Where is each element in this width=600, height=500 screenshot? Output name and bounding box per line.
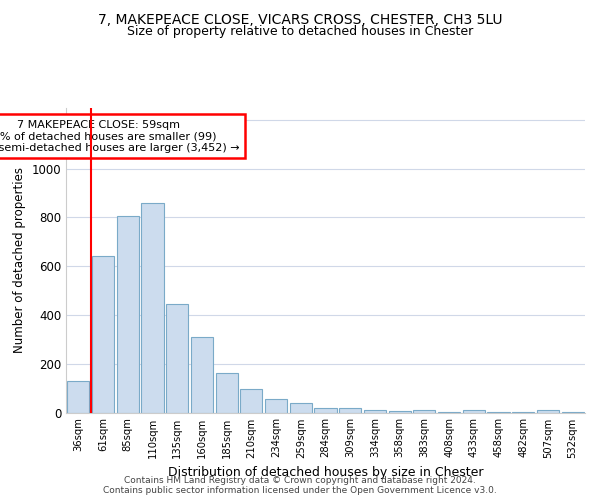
Bar <box>215 374 238 412</box>
Bar <box>537 410 559 412</box>
Text: Size of property relative to detached houses in Chester: Size of property relative to detached ho… <box>127 25 473 38</box>
Bar <box>240 390 262 412</box>
Bar <box>463 410 485 412</box>
Bar <box>265 399 287 412</box>
Bar <box>142 202 164 412</box>
Text: 7 MAKEPEACE CLOSE: 59sqm
← 3% of detached houses are smaller (99)
97% of semi-de: 7 MAKEPEACE CLOSE: 59sqm ← 3% of detache… <box>0 120 240 153</box>
Bar <box>413 410 436 412</box>
Y-axis label: Number of detached properties: Number of detached properties <box>13 167 26 353</box>
Bar <box>314 408 337 412</box>
Text: Contains HM Land Registry data © Crown copyright and database right 2024.
Contai: Contains HM Land Registry data © Crown c… <box>103 476 497 495</box>
Bar <box>92 256 114 412</box>
Bar <box>364 410 386 412</box>
Bar <box>290 402 312 412</box>
Text: 7, MAKEPEACE CLOSE, VICARS CROSS, CHESTER, CH3 5LU: 7, MAKEPEACE CLOSE, VICARS CROSS, CHESTE… <box>98 12 502 26</box>
Bar <box>166 304 188 412</box>
Bar <box>191 337 213 412</box>
Bar <box>67 381 89 412</box>
X-axis label: Distribution of detached houses by size in Chester: Distribution of detached houses by size … <box>168 466 483 479</box>
Bar <box>116 216 139 412</box>
Bar <box>339 408 361 412</box>
